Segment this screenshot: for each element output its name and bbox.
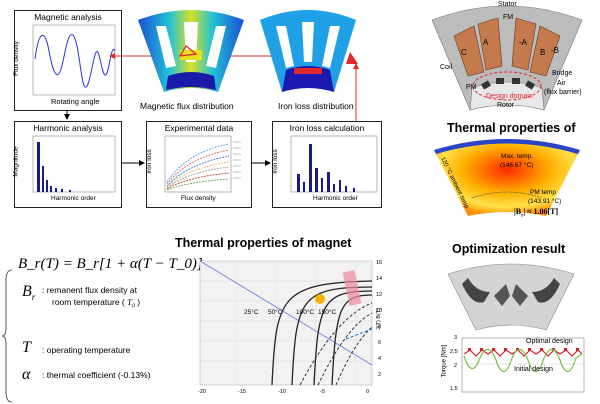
coil-label: Coil <box>440 64 453 71</box>
x-tick-3: -10 <box>278 389 286 395</box>
iron-loss-calc-title: Iron loss calculation <box>289 123 365 133</box>
design-domain-label: Design domain <box>486 93 533 100</box>
max-temp-label: Max. temp. <box>501 153 534 160</box>
harmonic-analysis-panel: Harmonic analysis Magnitude Harmonic ord… <box>13 121 122 208</box>
pm-label: PM <box>466 84 477 91</box>
bridge-label: Bridge <box>552 70 573 77</box>
iron-loss-calc-panel: Iron loss calculation Iron loss Harmonic… <box>272 121 382 208</box>
temp-label-25: 25°C <box>244 309 259 316</box>
magnetic-analysis-panel: Magnetic analysis Flux density Rotating … <box>13 10 122 111</box>
flux-waveform-plot <box>32 24 116 96</box>
thermal-map-image <box>434 139 580 216</box>
thermal-formula: B_r(T) = B_r[1 + α(T − T_0)] <box>18 256 203 272</box>
harmonic-analysis-title: Harmonic analysis <box>33 123 103 133</box>
phase-b-label: B <box>540 48 546 57</box>
br-estimate-value: | ≈ 1.06[T] <box>523 207 559 216</box>
x-tick-4: -5 <box>320 389 325 395</box>
iron-loss-bars-plot <box>290 135 378 193</box>
temp-label-100: 100°C <box>296 309 315 316</box>
flux-density-x-label: Flux density <box>181 195 216 202</box>
alpha-symbol: α <box>22 366 31 383</box>
phase-neg-a-label: -A <box>519 38 527 47</box>
iron-loss-distribution-caption: Iron loss distribution <box>278 101 354 111</box>
t-desc: : operating temperature <box>42 345 131 355</box>
optimization-title: Optimization result <box>452 242 566 256</box>
y-tick-10: 10 <box>376 308 383 314</box>
bh-curve-chart <box>199 260 373 386</box>
y-tick-2: 2 <box>378 372 382 378</box>
y-tick-16: 16 <box>376 260 383 266</box>
optimal-design-label: Optimal design <box>526 338 573 345</box>
torque-tick-3: 3 <box>454 335 458 341</box>
x-tick-2: -15 <box>238 389 246 395</box>
stator-label: Stator <box>498 1 517 8</box>
br-desc-line2-text: room temperature ( <box>52 297 125 307</box>
alpha-desc: : thermal coefficient (-0.13%) <box>42 370 151 380</box>
motor-schematic <box>431 5 583 111</box>
fm-label: FM <box>503 14 514 21</box>
iron-loss-curves-plot <box>164 135 241 193</box>
t0-symbol-text: T <box>127 297 132 307</box>
y-tick-6: 6 <box>378 340 382 346</box>
br-estimate-prefix: |B <box>514 207 522 216</box>
brace-icon <box>1 269 13 403</box>
bh-right-axis-label: J(T) B(T) <box>376 308 382 330</box>
torque-axis-label: Torque [Nm] <box>441 344 448 378</box>
torque-tick-2-5: 2.5 <box>450 349 458 355</box>
initial-design-label: Initial design <box>514 366 553 373</box>
torque-tick-2: 2 <box>454 363 458 369</box>
x-tick-5: 0 <box>366 389 370 395</box>
br-symbol: Br <box>22 283 36 303</box>
t0-symbol: T0 <box>127 297 135 310</box>
pm-temp-label: PM temp <box>530 189 557 196</box>
br-desc-line1: : remanent flux density at <box>42 285 137 295</box>
harmonic-bars-plot <box>32 135 116 193</box>
thermal-top-title: Thermal properties of <box>447 121 576 135</box>
temp-label-50: 50°C <box>268 309 283 316</box>
temp-label-150: 150°C <box>318 309 337 316</box>
x-tick-1: -20 <box>198 389 206 395</box>
br-symbol-text: B <box>22 283 32 300</box>
torque-tick-1-5: 1.5 <box>450 386 458 392</box>
y-tick-4: 4 <box>378 356 382 362</box>
experimental-data-title: Experimental data <box>164 123 234 133</box>
flux-distribution-caption: Magnetic flux distribution <box>140 101 234 111</box>
pm-temp-value: (143.91 °C) <box>528 198 562 205</box>
phase-c-label: C <box>461 48 467 57</box>
harmonic-order-label: Harmonic order <box>51 195 96 202</box>
y-tick-12: 12 <box>376 292 383 298</box>
flux-barrier-label: (flux barrier) <box>544 89 582 96</box>
phase-neg-b-label: -B <box>551 46 559 55</box>
torque-chart <box>461 337 585 393</box>
max-temp-value: (146.67 °C) <box>500 162 534 169</box>
magnetic-analysis-title: Magnetic analysis <box>34 12 102 22</box>
br-estimate: |Br| ≈ 1.06[T] <box>514 207 559 219</box>
harmonic-order-x-label: Harmonic order <box>313 195 358 202</box>
br-desc-line2: room temperature ( T0 ) <box>52 297 141 310</box>
rotating-angle-label: Rotating angle <box>51 97 100 106</box>
t-symbol: T <box>22 339 31 356</box>
iron-loss-distribution-image <box>260 10 358 92</box>
air-label: Air <box>557 80 566 87</box>
flux-distribution-image <box>138 10 244 92</box>
optimized-rotor-image <box>447 263 575 331</box>
y-tick-14: 14 <box>376 276 383 282</box>
experimental-data-panel: Experimental data Iron loss Flux density <box>146 121 252 208</box>
phase-a-label: A <box>483 38 489 47</box>
rotor-label: Rotor <box>497 102 515 109</box>
thermal-magnet-title: Thermal properties of magnet <box>175 236 352 250</box>
y-tick-8: 8 <box>378 324 382 330</box>
